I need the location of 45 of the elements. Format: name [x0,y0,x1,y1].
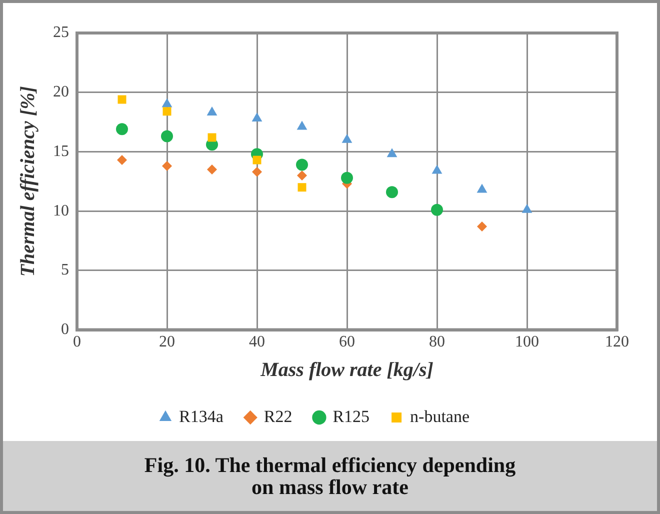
y-tick-label: 15 [53,142,69,160]
x-tick-label: 40 [249,334,265,351]
point [476,184,488,193]
point [296,120,308,130]
legend-label: R125 [332,406,370,426]
point [296,158,308,171]
point [386,186,398,198]
point [118,95,126,104]
legend-label: R134a [178,406,224,426]
y-axis-title: Thermal efficiency [%] [17,86,40,277]
legend-label: n-butane [410,406,470,426]
point [386,148,398,158]
point [477,222,487,232]
point [252,112,262,122]
point [341,172,353,184]
point [297,170,307,180]
y-tick-label: 5 [61,262,69,279]
point [206,106,218,116]
point [162,160,172,171]
x-tick-label: 80 [429,334,445,351]
x-axis-title: Mass flow rate [kg/s] [260,359,434,382]
point [161,130,173,142]
point [117,155,127,166]
point [208,133,216,142]
y-tick-label: 10 [53,202,69,220]
y-tick-label: 25 [53,24,69,42]
x-tick-label: 120 [605,334,629,351]
x-tick-label: 100 [515,334,539,351]
x-tick-label: 0 [73,334,81,351]
point [431,204,443,216]
y-tick-label: 0 [61,321,69,338]
point [342,134,352,143]
point [162,107,172,116]
x-tick-label: 20 [159,334,175,351]
point [116,123,128,136]
point [432,164,442,174]
point [252,156,262,164]
legend-label: R22 [264,406,292,426]
caption: Fig. 10. The thermal efficiency depending on mass flow rate [3,441,657,511]
point [298,183,306,192]
point [252,166,262,177]
y-tick-label: 20 [53,84,69,101]
point [162,98,172,108]
point [207,164,217,175]
x-tick-label: 60 [339,334,355,351]
